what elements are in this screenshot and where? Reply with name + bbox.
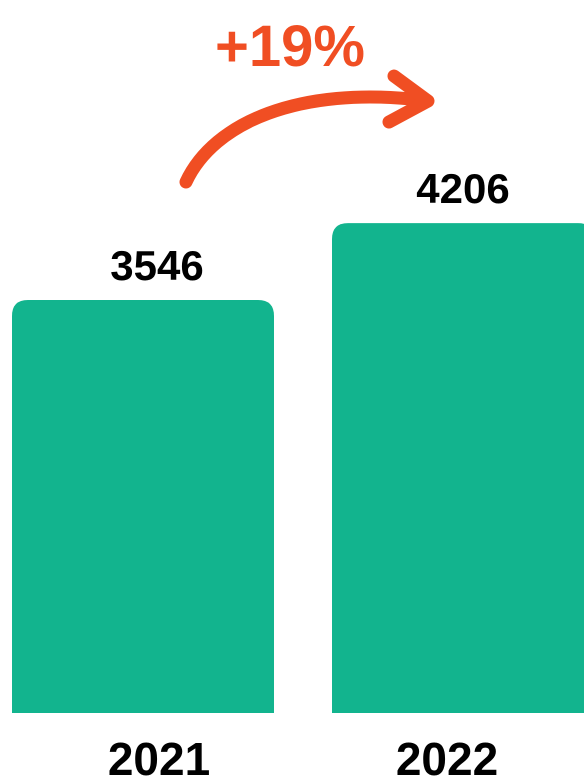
change-annotation: +19% [179,14,435,189]
bar-2022 [332,223,584,713]
value-labels-group: 3546 4206 [110,165,509,289]
category-label-2022: 2022 [396,733,498,782]
change-percent-label: +19% [215,14,365,79]
growth-arrow-curve [179,90,427,189]
category-label-2021: 2021 [108,733,210,782]
value-label-2021: 3546 [110,242,203,289]
bars-group [12,223,584,713]
growth-arrow-head-icon [382,69,435,129]
value-label-2022: 4206 [416,165,509,212]
category-labels-group: 2021 2022 [108,733,498,782]
bar-2021 [12,300,274,713]
